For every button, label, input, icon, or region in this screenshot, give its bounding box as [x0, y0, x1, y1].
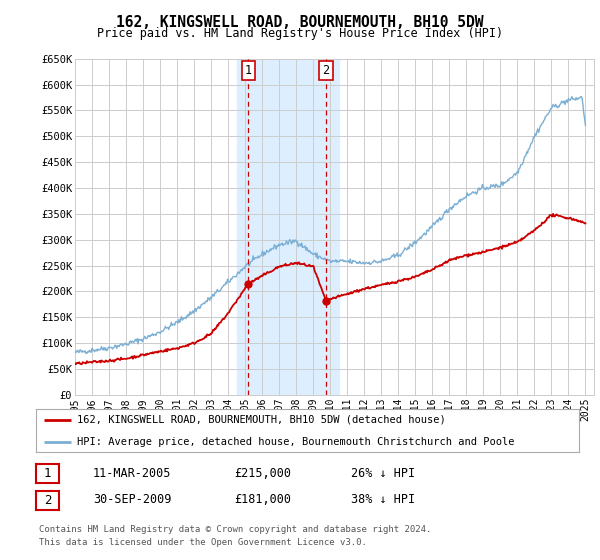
Text: 2: 2 [322, 64, 329, 77]
Bar [236, 59, 339, 395]
Text: 26% ↓ HPI: 26% ↓ HPI [351, 466, 415, 480]
Text: 30-SEP-2009: 30-SEP-2009 [93, 493, 172, 506]
Text: £181,000: £181,000 [234, 493, 291, 506]
Text: Price paid vs. HM Land Registry's House Price Index (HPI): Price paid vs. HM Land Registry's House … [97, 27, 503, 40]
Text: 38% ↓ HPI: 38% ↓ HPI [351, 493, 415, 506]
Text: 162, KINGSWELL ROAD, BOURNEMOUTH, BH10 5DW: 162, KINGSWELL ROAD, BOURNEMOUTH, BH10 5… [116, 15, 484, 30]
Text: This data is licensed under the Open Government Licence v3.0.: This data is licensed under the Open Gov… [39, 538, 367, 547]
Text: 1: 1 [44, 467, 51, 480]
Text: 2: 2 [44, 493, 51, 507]
Text: 162, KINGSWELL ROAD, BOURNEMOUTH, BH10 5DW (detached house): 162, KINGSWELL ROAD, BOURNEMOUTH, BH10 5… [77, 415, 445, 424]
Text: 11-MAR-2005: 11-MAR-2005 [93, 466, 172, 480]
Text: £215,000: £215,000 [234, 466, 291, 480]
Text: 1: 1 [245, 64, 252, 77]
Text: HPI: Average price, detached house, Bournemouth Christchurch and Poole: HPI: Average price, detached house, Bour… [77, 437, 514, 446]
Text: Contains HM Land Registry data © Crown copyright and database right 2024.: Contains HM Land Registry data © Crown c… [39, 525, 431, 534]
